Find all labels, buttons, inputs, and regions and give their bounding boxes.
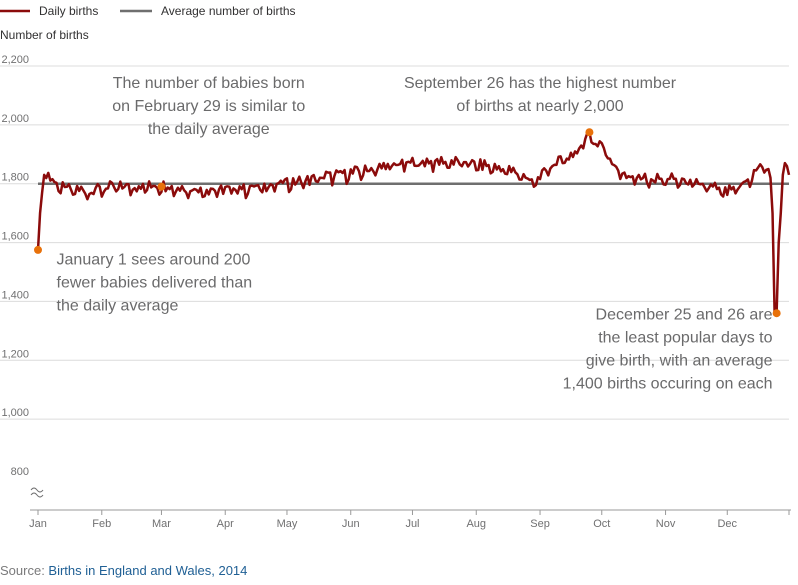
x-tick-label-feb: Feb bbox=[92, 518, 111, 530]
y-tick-label-2200: 2,200 bbox=[1, 54, 29, 66]
y-tick-label-1400: 1,400 bbox=[1, 289, 29, 301]
y-tick-label-2000: 2,000 bbox=[1, 113, 29, 125]
annotation-2-line-0: January 1 sees around 200 bbox=[57, 252, 251, 269]
annotation-0-line-0: The number of babies born bbox=[113, 75, 305, 92]
annotation-2-line-2: the daily average bbox=[57, 298, 179, 315]
highlight-point-day-61 bbox=[157, 182, 166, 191]
source-link[interactable]: Births in England and Wales, 2014 bbox=[48, 563, 248, 578]
x-tick-label-nov: Nov bbox=[656, 518, 676, 530]
annotation-3-line-3: 1,400 births occuring on each bbox=[563, 376, 773, 393]
x-tick-label-oct: Oct bbox=[593, 518, 610, 530]
x-axis: Jan Feb Mar Apr May Jun Jul Aug Sep Oct Nov Dec bbox=[29, 509, 791, 530]
x-tick-label-dec: Dec bbox=[717, 518, 737, 530]
annotation-1-line-1: of births at nearly 2,000 bbox=[456, 98, 623, 115]
source-note: Source: Births in England and Wales, 201… bbox=[0, 563, 247, 578]
annotation-3-line-0: December 25 and 26 are bbox=[596, 307, 773, 324]
x-tick-label-may: May bbox=[277, 518, 298, 530]
y-tick-label-1200: 1,200 bbox=[1, 348, 29, 360]
x-tick-label-apr: Apr bbox=[217, 518, 234, 530]
y-tick-label-1800: 1,800 bbox=[1, 172, 29, 184]
annotation-3-line-2: give birth, with an average bbox=[586, 353, 773, 370]
x-tick-label-sep: Sep bbox=[530, 518, 550, 530]
source-prefix: Source: bbox=[0, 563, 49, 578]
y-axis-label: Number of births bbox=[0, 28, 89, 42]
annotation-2-line-1: fewer babies delivered than bbox=[57, 275, 253, 292]
y-axis-ticks: 800 1,000 1,200 1,400 1,600 1,800 2,000 2,200 bbox=[1, 54, 29, 478]
annotation-0-line-1: on February 29 is similar to bbox=[112, 98, 305, 115]
legend-label-average: Average number of births bbox=[161, 4, 296, 18]
annotations: The number of babies born on February 29 … bbox=[57, 75, 773, 393]
y-tick-label-1000: 1,000 bbox=[1, 407, 29, 419]
x-tick-label-jan: Jan bbox=[29, 518, 47, 530]
x-tick-label-aug: Aug bbox=[466, 518, 486, 530]
annotation-0-line-2: the daily average bbox=[148, 121, 270, 138]
highlight-points bbox=[34, 128, 781, 318]
highlight-point-day-360 bbox=[772, 309, 781, 318]
x-tick-label-jul: Jul bbox=[405, 518, 419, 530]
x-tick-label-jun: Jun bbox=[342, 518, 360, 530]
axis-break-icon bbox=[30, 487, 44, 498]
highlight-point-day-269 bbox=[585, 128, 594, 137]
x-tick-label-mar: Mar bbox=[152, 518, 171, 530]
annotation-1-line-0: September 26 has the highest number bbox=[404, 75, 677, 92]
highlight-point-day-1 bbox=[34, 245, 42, 254]
annotation-3-line-1: the least popular days to bbox=[598, 330, 772, 347]
y-tick-label-1600: 1,600 bbox=[1, 231, 29, 243]
legend: Daily births Average number of births bbox=[0, 4, 296, 18]
y-tick-label-800: 800 bbox=[11, 466, 29, 478]
legend-label-daily-births: Daily births bbox=[39, 4, 98, 18]
